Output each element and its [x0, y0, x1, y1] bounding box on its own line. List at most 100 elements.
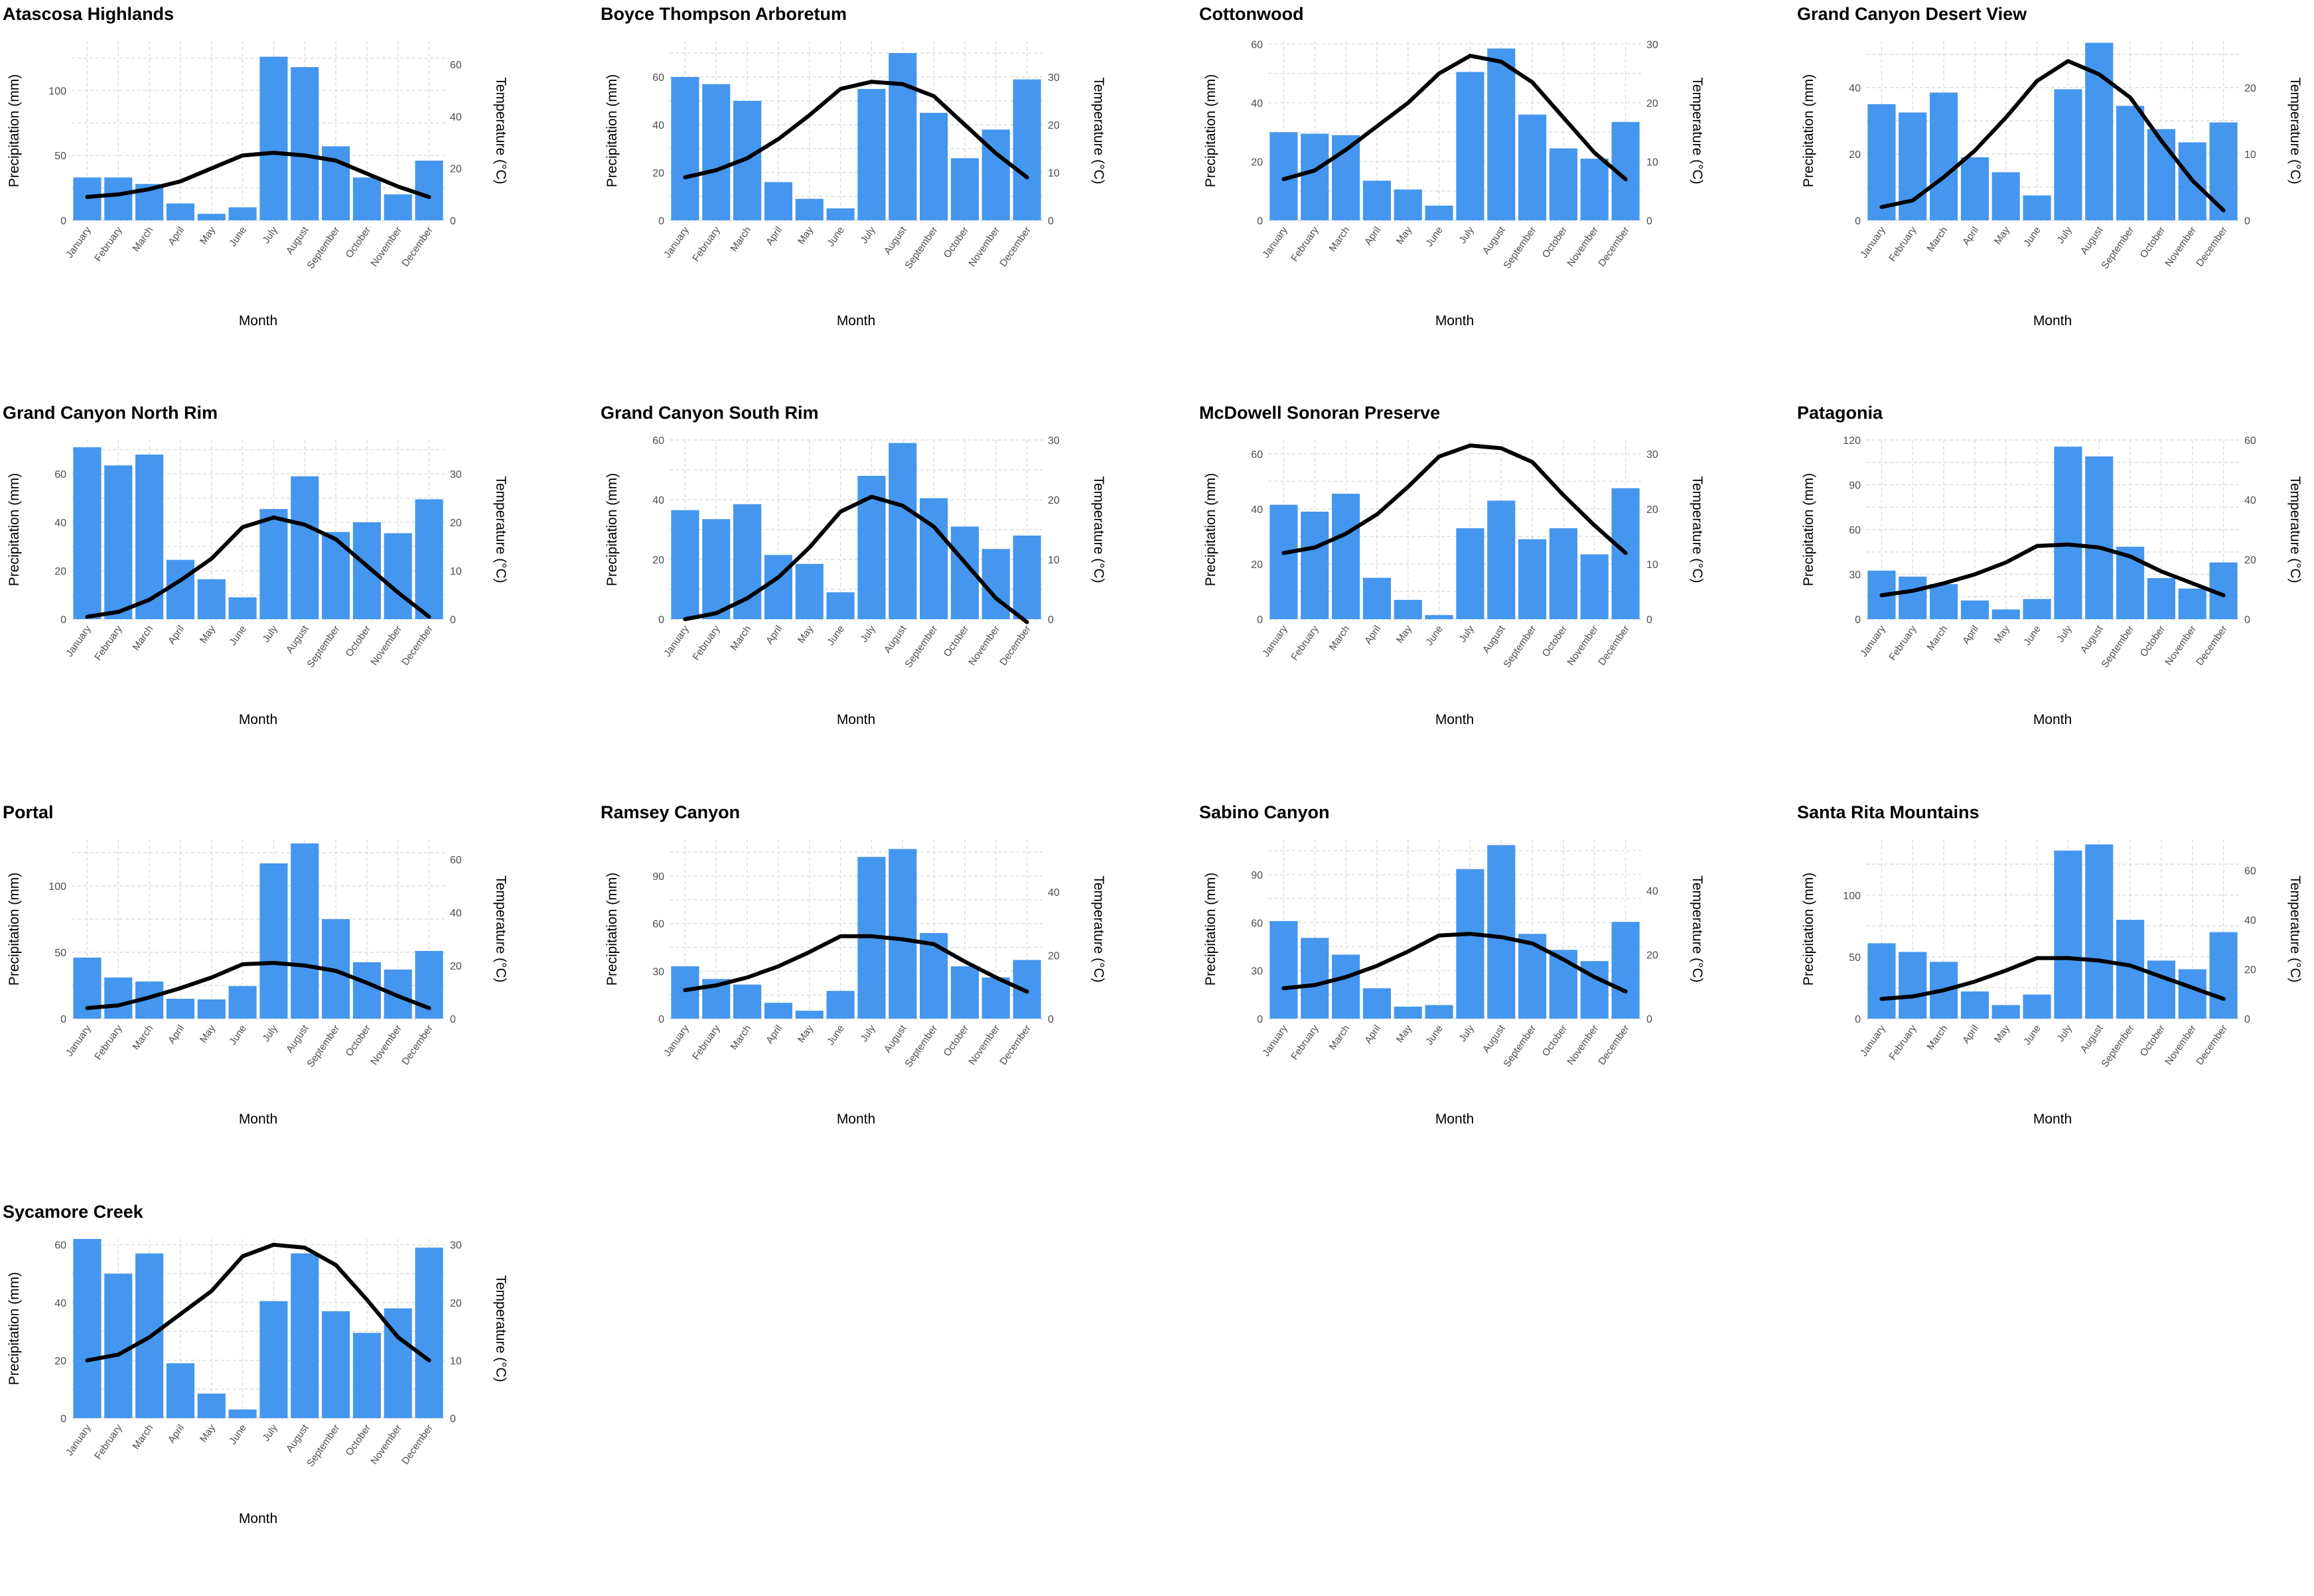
precip-bar — [197, 999, 226, 1019]
x-tick-label: July — [260, 224, 280, 246]
chart-panel: Patagonia 0 30 60 90 120 0 20 40 60 January Februar… — [1794, 399, 2314, 797]
chart-title: Sycamore Creek — [3, 1202, 144, 1222]
y-tick-label: 60 — [1251, 449, 1263, 461]
y-tick-label: 0 — [60, 615, 66, 626]
x-tick-label: April — [166, 1023, 186, 1046]
precip-bars — [1269, 845, 1640, 1019]
x-tick-label: August — [1481, 623, 1508, 656]
x-tick-label: October — [1540, 1023, 1570, 1058]
chart-panel: Atascosa Highlands 0 50 100 0 20 40 60 January Fe… — [0, 0, 597, 398]
x-tick-label: May — [198, 1422, 218, 1444]
x-tick-label: June — [1423, 624, 1445, 648]
chart-title: Sabino Canyon — [1199, 802, 1330, 822]
chart-title: Grand Canyon South Rim — [601, 403, 819, 423]
precip-bars — [671, 53, 1041, 220]
y2-tick-label: 0 — [1048, 615, 1054, 626]
precip-bar — [352, 962, 381, 1019]
x-tick-label: June — [227, 1423, 249, 1447]
precip-bar — [1991, 609, 2020, 619]
y2-tick-label: 0 — [1646, 1014, 1652, 1025]
precip-bar — [104, 978, 133, 1019]
x-tick-label: May — [198, 224, 218, 246]
precip-bar — [1013, 536, 1041, 619]
chart-panel: Sabino Canyon 0 30 60 90 0 20 40 January February… — [1196, 798, 1794, 1197]
y-tick-label: 0 — [658, 216, 664, 227]
x-tick-label: May — [1992, 1023, 2012, 1045]
left-axis-ticks: 0 50 100 — [48, 86, 66, 227]
y2-tick-label: 0 — [450, 1414, 456, 1425]
x-axis-label: Month — [239, 712, 277, 727]
left-axis-ticks: 0 30 60 90 — [1251, 870, 1263, 1025]
x-tick-label: February — [92, 1422, 125, 1461]
y2-tick-label: 40 — [2244, 915, 2256, 926]
precip-bar — [228, 207, 257, 220]
y-tick-label: 100 — [48, 881, 66, 893]
temperature-line — [1281, 54, 1628, 181]
gridlines — [72, 839, 445, 1019]
precip-bar — [1269, 920, 1298, 1019]
chart-svg: Sycamore Creek 0 20 40 60 0 10 20 30 JanuaryFebru… — [3, 1202, 508, 1526]
y2-tick-label: 20 — [2244, 555, 2256, 566]
precip-bar — [1456, 528, 1484, 619]
precip-bars — [1867, 42, 2238, 220]
y2-tick-label: 40 — [1048, 887, 1060, 899]
precip-bar — [889, 443, 917, 619]
chart-panel: Sycamore Creek 0 20 40 60 0 10 20 30 January Febru… — [0, 1198, 597, 1596]
x-tick-label: November — [2163, 1023, 2199, 1067]
left-axis-ticks: 0 50 100 — [1843, 891, 1861, 1025]
precip-bar — [1013, 79, 1041, 220]
y2-tick-label: 0 — [2244, 615, 2250, 626]
y2-tick-label: 30 — [450, 1240, 462, 1252]
precip-bar — [104, 177, 133, 220]
x-axis-label: Month — [837, 712, 875, 727]
precip-bar — [1362, 988, 1391, 1019]
precip-bar — [2054, 850, 2082, 1019]
precip-bar — [2054, 89, 2082, 220]
x-tick-label: October — [2138, 225, 2168, 260]
precip-bar — [920, 498, 948, 619]
precip-bar — [352, 522, 381, 619]
precip-bar — [2178, 969, 2206, 1019]
x-tick-label: February — [92, 224, 125, 263]
x-tick-label: April — [166, 225, 186, 248]
y-tick-label: 40 — [54, 1298, 66, 1309]
precip-bar — [291, 476, 319, 619]
precip-bar — [1425, 615, 1453, 619]
y2-tick-label: 10 — [450, 566, 462, 577]
y-tick-label: 0 — [1257, 216, 1263, 227]
chart-title: Grand Canyon Desert View — [1797, 4, 2027, 24]
y-tick-label: 100 — [48, 86, 66, 97]
precip-bar — [733, 984, 762, 1019]
precip-bar — [291, 1253, 319, 1418]
precip-bars — [671, 849, 1041, 1019]
chart-panel: Grand Canyon Desert View 0 20 40 0 10 20 Januar… — [1794, 0, 2314, 398]
precip-bars — [73, 447, 443, 619]
x-tick-label: July — [260, 1422, 280, 1443]
left-axis-ticks: 0 20 40 60 — [1251, 39, 1263, 227]
y2-tick-label: 20 — [450, 961, 462, 972]
x-tick-label: February — [1887, 623, 1919, 662]
y2-tick-label: 40 — [450, 908, 462, 919]
y2-axis-label: Temperature (°C) — [1690, 476, 1705, 583]
chart-title: McDowell Sonoran Preserve — [1199, 403, 1440, 423]
left-axis-ticks: 0 30 60 90 120 — [1843, 435, 1861, 626]
x-axis-label: Month — [239, 1112, 277, 1127]
y2-axis-label: Temperature (°C) — [1091, 476, 1106, 583]
y-tick-label: 20 — [652, 168, 664, 179]
y-tick-label: 20 — [1251, 559, 1263, 571]
x-tick-label: November — [1565, 225, 1601, 269]
x-tick-label: August — [1481, 224, 1508, 257]
y2-tick-label: 0 — [2244, 216, 2250, 227]
x-tick-label: January — [1858, 623, 1888, 659]
x-tick-label: July — [858, 1023, 878, 1044]
precip-bar — [1960, 991, 1989, 1019]
y-tick-label: 0 — [1257, 615, 1263, 626]
x-tick-label: November — [2163, 225, 2199, 269]
precip-bar — [826, 592, 855, 619]
x-tick-label: December — [399, 1023, 435, 1067]
